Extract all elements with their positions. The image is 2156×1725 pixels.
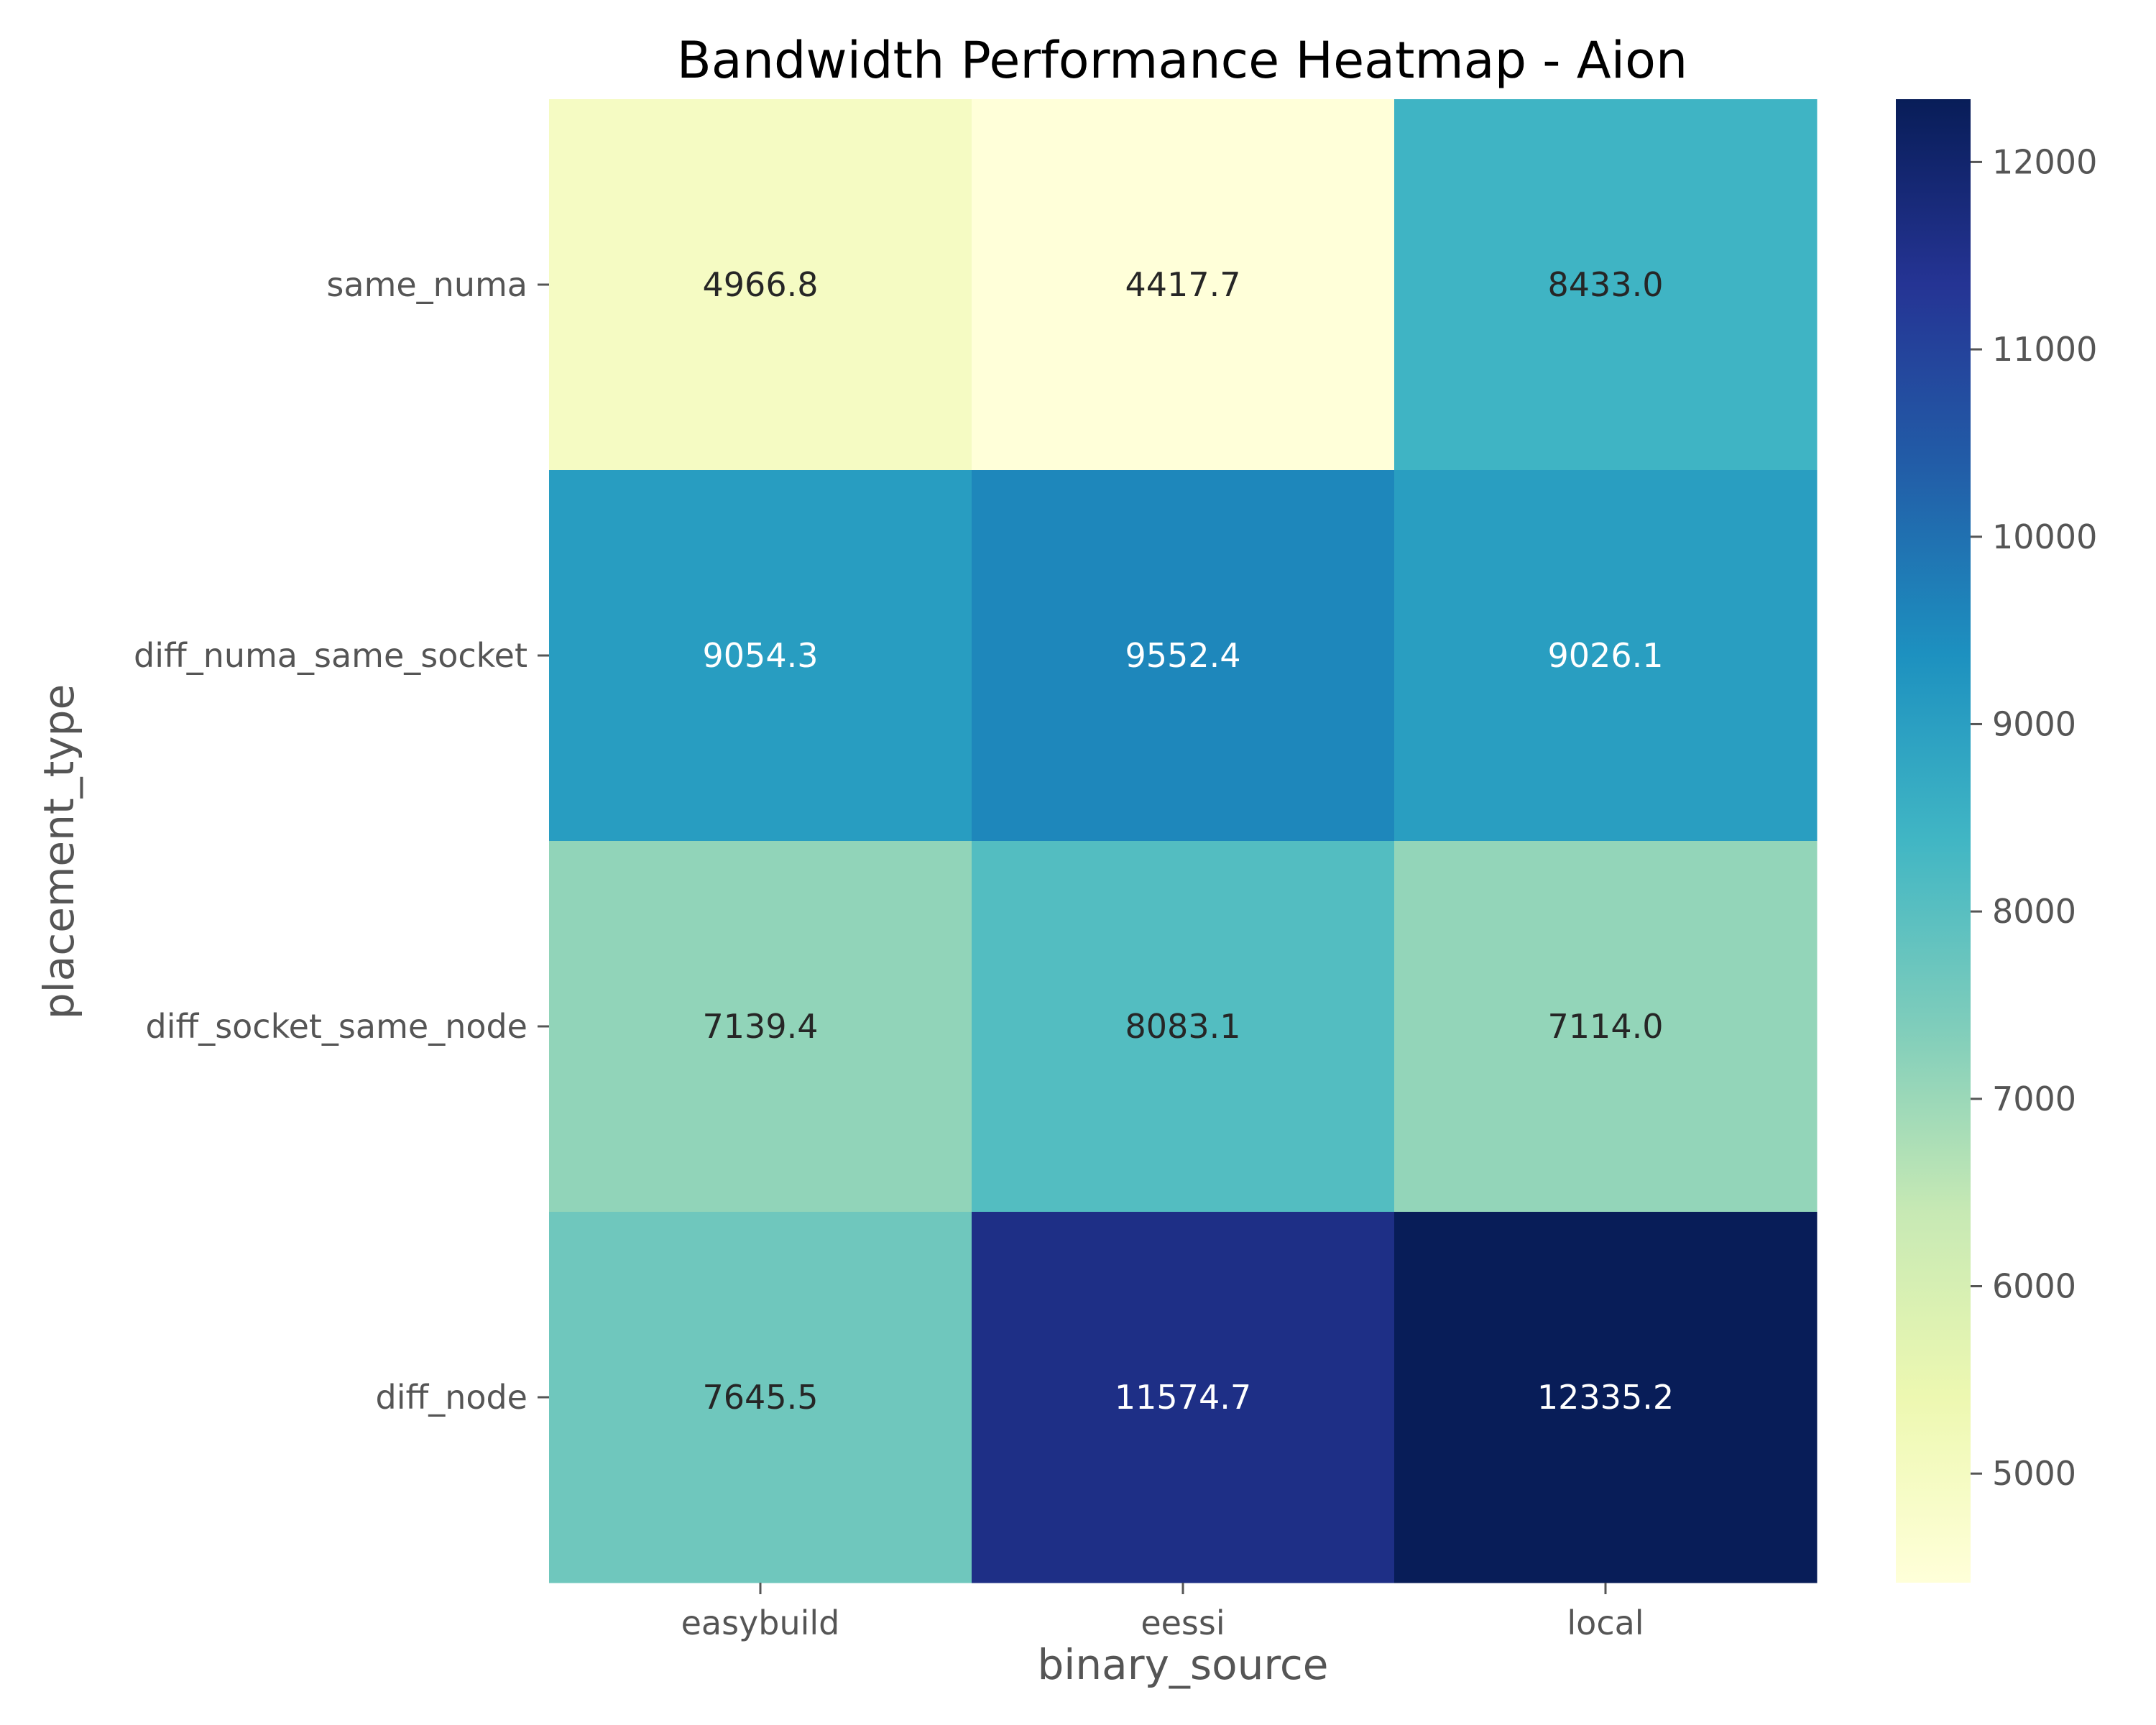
x-tick-label: eessi [1141, 1604, 1225, 1642]
cell-value-label: 7139.4 [703, 1007, 819, 1046]
heatmap-cell [972, 841, 1395, 1213]
y-axis-ticks: same_numa diff_numa_same_socket diff_socke… [134, 265, 549, 1417]
colorbar-tick-label: 7000 [1992, 1080, 2076, 1118]
heatmap-cell [1394, 1212, 1818, 1583]
cell-value-label: 9054.3 [703, 636, 819, 675]
x-axis-ticks: easybuild eessi local [681, 1583, 1644, 1642]
cell-value-label: 11574.7 [1115, 1378, 1251, 1417]
colorbar-tick-label: 12000 [1992, 142, 2097, 181]
colorbar-tick-label: 10000 [1992, 518, 2097, 556]
heatmap-cell [549, 1212, 972, 1583]
colorbar-tick-label: 11000 [1992, 330, 2097, 369]
colorbar [1896, 99, 1971, 1583]
heatmap-cell [1394, 841, 1818, 1213]
cell-value-label: 9026.1 [1548, 636, 1664, 675]
x-tick-label: easybuild [681, 1604, 840, 1642]
heatmap-cell [1394, 99, 1818, 471]
heatmap-cell [549, 99, 972, 471]
colorbar-tick-label: 9000 [1992, 704, 2076, 743]
heatmap-cell [972, 99, 1395, 471]
colorbar-tick-label: 8000 [1992, 892, 2076, 931]
y-tick-label: diff_numa_same_socket [134, 636, 528, 675]
cell-value-label: 7114.0 [1548, 1007, 1664, 1046]
heatmap-cell [972, 470, 1395, 842]
x-axis-label: binary_source [1037, 1640, 1328, 1689]
cell-value-label: 12335.2 [1537, 1378, 1674, 1417]
y-axis-label: placement_type [34, 684, 83, 1019]
y-tick-label: same_numa [326, 265, 528, 304]
heatmap-cell [549, 841, 972, 1213]
cell-value-label: 8083.1 [1125, 1007, 1241, 1046]
y-tick-label: diff_socket_same_node [146, 1007, 528, 1046]
heatmap-cell [549, 470, 972, 842]
x-tick-label: local [1567, 1604, 1644, 1642]
heatmap-cell [1394, 470, 1818, 842]
colorbar-ticks: 5000 6000 7000 8000 9000 10000 11000 12000 [1971, 142, 2097, 1493]
heatmap-cell [972, 1212, 1395, 1583]
colorbar-tick-label: 6000 [1992, 1267, 2076, 1306]
cell-value-label: 4417.7 [1125, 265, 1241, 304]
cell-value-label: 9552.4 [1125, 636, 1241, 675]
cell-value-labels: 4966.8 4417.7 8433.0 9054.3 9552.4 9026.1 7139… [703, 265, 1674, 1417]
cell-value-label: 8433.0 [1548, 265, 1664, 304]
chart-title: Bandwidth Performance Heatmap - Aion [677, 31, 1688, 90]
cell-value-label: 4966.8 [703, 265, 819, 304]
cell-value-label: 7645.5 [703, 1378, 819, 1417]
y-tick-label: diff_node [376, 1378, 528, 1417]
heatmap-cells [549, 99, 1818, 1583]
colorbar-tick-label: 5000 [1992, 1454, 2076, 1493]
